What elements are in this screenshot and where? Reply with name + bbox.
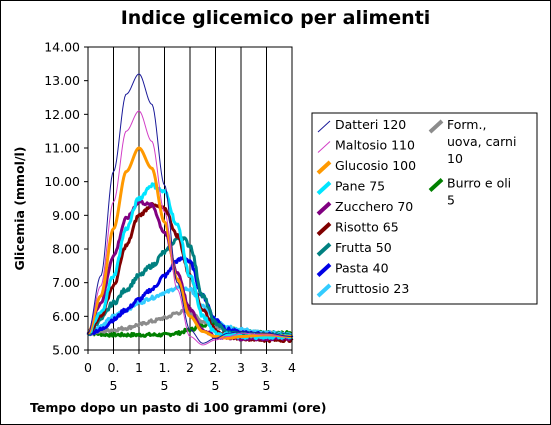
chart-title: Indice glicemico per alimenti: [120, 7, 431, 29]
legend-label-risotto-65: Risotto 65: [335, 220, 399, 235]
legend-label-form-uova-carni-10: 10: [447, 151, 463, 166]
legend-label-zucchero-70: Zucchero 70: [335, 199, 413, 214]
x-tick-label: 0.: [108, 360, 120, 375]
legend-swatch-form-uova-carni-10: [428, 119, 444, 134]
legend-label-fruttosio-23: Fruttosio 23: [335, 281, 409, 296]
legend-swatch-pane-75: [316, 181, 332, 195]
legend-swatch-frutta-50: [316, 242, 332, 257]
legend-box: [311, 112, 538, 305]
series-line-glucosio-100: [87, 146, 293, 340]
legend-label-glucosio-100: Glucosio 100: [335, 158, 416, 173]
x-tick-label: 5: [212, 378, 220, 393]
y-tick-label: 12.00: [44, 107, 80, 122]
legend-swatch-maltosio-110: [317, 141, 331, 153]
legend-label-form-uova-carni-10: uova, carni: [447, 134, 516, 149]
y-tick-label: 8.00: [52, 242, 80, 257]
y-tick-label: 14.00: [44, 40, 80, 55]
grid: [113, 47, 267, 350]
legend-label-burro-e-oli-5: Burro e oli: [447, 176, 511, 191]
x-tick-label: 3.: [261, 360, 273, 375]
legend-label-maltosio-110: Maltosio 110: [335, 138, 415, 153]
x-tick-label: 5: [110, 378, 118, 393]
legend-label-pane-75: Pane 75: [335, 179, 385, 194]
x-tick-label: 1.: [159, 360, 171, 375]
y-axis-label: Glicemia (mmol/l): [12, 146, 27, 270]
legend-swatch-fruttosio-23: [316, 283, 332, 298]
y-tick-label: 10.00: [44, 174, 80, 189]
x-tick-label: 1: [135, 360, 143, 375]
y-tick-label: 9.00: [52, 208, 80, 223]
legend-swatch-risotto-65: [316, 222, 332, 236]
x-tick-label: 5: [263, 378, 271, 393]
legend-swatch-datteri-120: [317, 120, 331, 133]
legend-swatch-zucchero-70: [316, 201, 332, 216]
x-axis-label: Tempo dopo un pasto di 100 grammi (ore): [30, 400, 326, 415]
y-tick-label: 13.00: [44, 73, 80, 88]
legend-label-burro-e-oli-5: 5: [447, 193, 455, 208]
x-tick-label: 2: [186, 360, 194, 375]
legend-label-datteri-120: Datteri 120: [335, 117, 406, 132]
y-tick-label: 7.00: [52, 275, 80, 290]
x-tick-label: 2.: [210, 360, 222, 375]
legend-swatch-glucosio-100: [316, 160, 332, 175]
y-tick-label: 5.00: [52, 343, 80, 358]
series-line-datteri-120: [87, 73, 293, 344]
x-tick-label: 0: [84, 360, 92, 375]
legend-swatch-burro-e-oli-5: [428, 178, 444, 192]
legend-swatch-pasta-40: [316, 263, 332, 277]
legend-label-pasta-40: Pasta 40: [335, 261, 389, 276]
series-line-maltosio-110: [87, 110, 292, 346]
x-tick-label: 4: [288, 360, 296, 375]
series-layer: [86, 73, 294, 346]
legend-label-frutta-50: Frutta 50: [335, 240, 392, 255]
y-tick-label: 11.00: [44, 141, 80, 156]
y-tick-label: 6.00: [52, 309, 80, 324]
legend-label-form-uova-carni-10: Form.,: [447, 117, 486, 132]
x-tick-label: 5: [161, 378, 169, 393]
legend: Datteri 120 Maltosio 110 Glucosio 100 Pane …: [311, 112, 538, 305]
ticks: 5.006.007.008.009.0010.0011.0012.0013.00…: [44, 40, 296, 394]
x-tick-label: 3: [237, 360, 245, 375]
